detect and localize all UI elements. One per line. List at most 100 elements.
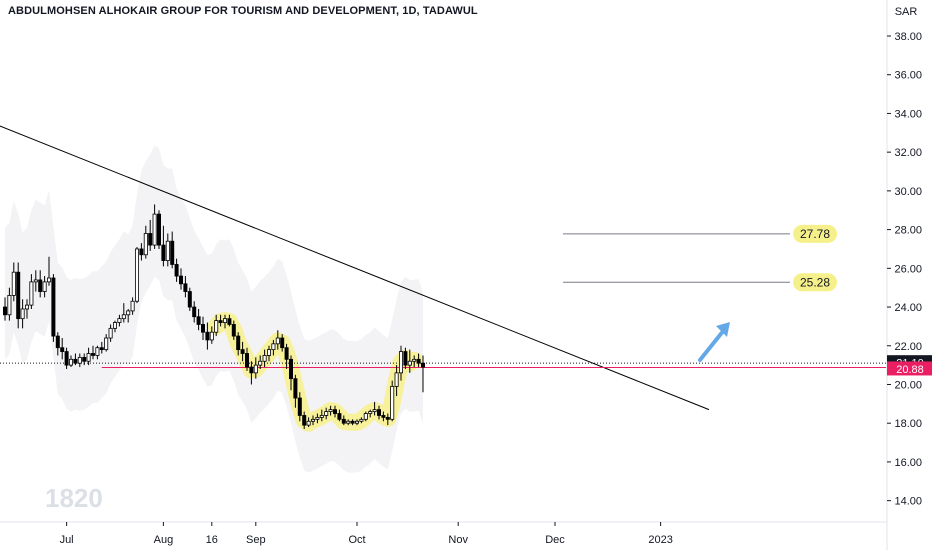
candle: [315, 413, 320, 424]
candle-body: [214, 320, 219, 333]
candle-body: [20, 308, 25, 320]
y-tick-label: 26.00: [894, 263, 922, 275]
candle-body: [328, 409, 333, 412]
candle-body: [134, 248, 139, 302]
candle: [82, 353, 87, 366]
candle: [95, 345, 100, 360]
x-tick-label: Oct: [348, 534, 365, 546]
candle-body: [236, 335, 241, 351]
candle: [42, 276, 47, 298]
candle: [214, 314, 219, 337]
candle-body: [359, 418, 364, 422]
candle: [7, 287, 12, 321]
candle-body: [156, 213, 161, 246]
candle-body: [222, 318, 227, 323]
candle-body: [420, 362, 425, 368]
candle-body: [244, 353, 249, 368]
cup-handle-highlight: [207, 312, 423, 432]
y-tick-label: 18.00: [894, 418, 922, 430]
candle: [407, 349, 412, 373]
candle-body: [227, 318, 232, 325]
candle-body: [82, 356, 87, 362]
candle-body: [60, 347, 65, 352]
candle: [218, 314, 223, 327]
candle: [350, 419, 355, 426]
candle-body: [170, 240, 175, 265]
candle-body: [249, 366, 254, 374]
candle-body: [284, 347, 289, 360]
candle: [143, 225, 148, 259]
candle-body: [302, 415, 307, 426]
y-tick-label: 38.00: [894, 31, 922, 43]
x-tick-label: Jul: [60, 534, 74, 546]
candle: [297, 392, 302, 422]
candle-body: [262, 355, 267, 362]
candle: [152, 204, 157, 249]
y-tick-label: 24.00: [894, 302, 922, 314]
candle: [368, 409, 373, 418]
candle: [16, 262, 21, 329]
candle: [55, 332, 60, 356]
candle-body: [376, 409, 381, 416]
x-tick-label: Aug: [154, 534, 174, 546]
candle: [192, 301, 197, 323]
candle: [209, 326, 214, 344]
x-tick-label: Nov: [448, 534, 468, 546]
candle-body: [288, 358, 293, 380]
candle: [139, 243, 144, 261]
candle: [394, 365, 399, 397]
candle-body: [161, 244, 166, 261]
x-tick-label: 16: [206, 534, 218, 546]
candle: [284, 343, 289, 369]
candle: [183, 276, 188, 298]
candle-body: [271, 343, 276, 351]
candle-body: [104, 337, 109, 351]
y-tick-label: 16.00: [894, 457, 922, 469]
candle-body: [117, 318, 122, 323]
candle: [117, 314, 122, 327]
candle-body: [293, 378, 298, 399]
candle: [288, 355, 293, 391]
candle: [306, 417, 311, 428]
candle: [11, 262, 16, 302]
candle: [363, 411, 368, 422]
candle-body: [152, 213, 157, 246]
target-label: 25.28: [800, 275, 830, 289]
candle-body: [38, 279, 43, 292]
candle-body: [77, 356, 82, 364]
candle: [108, 324, 113, 342]
candle: [200, 316, 205, 340]
target-label-bg: [793, 224, 837, 243]
candle-body: [121, 314, 126, 320]
candle: [244, 347, 249, 371]
candle-body: [319, 415, 324, 418]
candle: [240, 341, 245, 362]
candle-body: [42, 281, 47, 292]
y-tick-label: 34.00: [894, 108, 922, 120]
candle: [161, 225, 166, 267]
resistance-trendline: [0, 125, 710, 411]
candle: [222, 314, 227, 329]
candle: [77, 353, 82, 368]
candle: [227, 314, 232, 327]
candle: [126, 308, 131, 323]
candle: [196, 308, 201, 331]
candle-body: [412, 358, 417, 362]
drawings: 27.78 25.28: [0, 125, 886, 411]
candle-body: [258, 360, 263, 366]
candle: [390, 380, 395, 422]
candle: [412, 355, 417, 368]
candle: [187, 287, 192, 311]
candle-body: [139, 248, 144, 256]
candle-body: [143, 233, 148, 256]
candle: [420, 355, 425, 393]
arrow-icon: [698, 328, 726, 362]
candle-body: [192, 306, 197, 318]
x-tick-label: Dec: [545, 534, 565, 546]
arrow-head-icon: [716, 322, 730, 337]
candle-body: [337, 413, 342, 420]
candle-body: [29, 281, 34, 306]
candle-body: [64, 351, 69, 366]
candle-body: [368, 411, 373, 414]
